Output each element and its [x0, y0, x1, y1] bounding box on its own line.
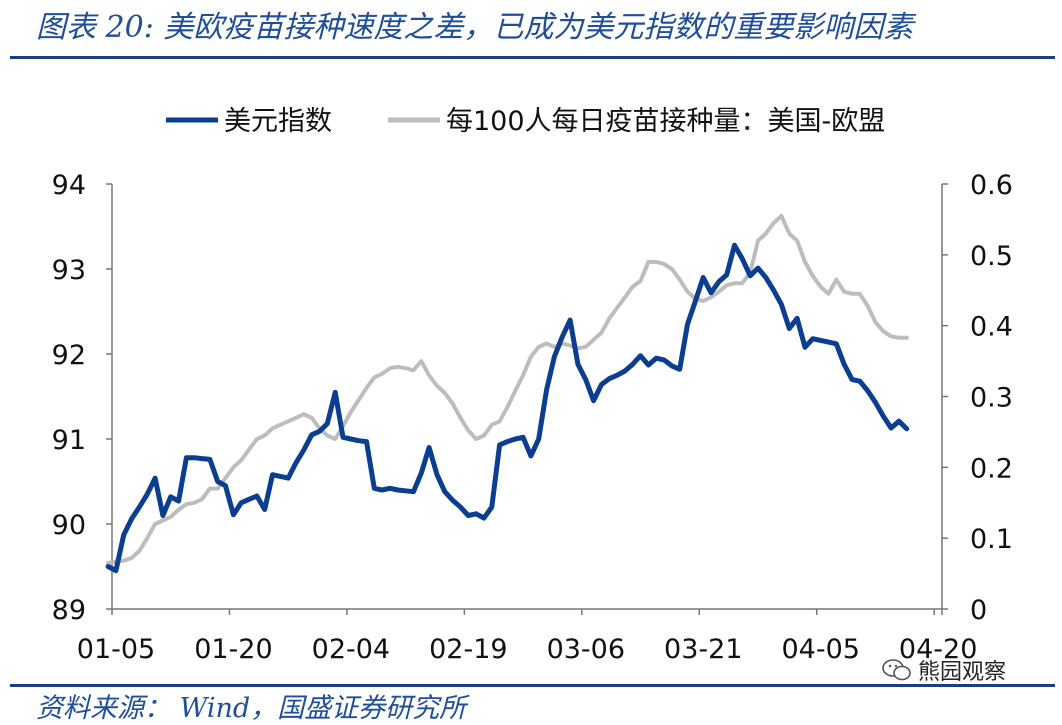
watermark-text: 熊园观察	[918, 660, 1007, 685]
legend-label-vax: 每100人每日疫苗接种量：美国-欧盟	[446, 106, 885, 137]
legend-label-usd: 美元指数	[224, 106, 332, 137]
y-right-tick-label: 0.5	[970, 241, 1013, 272]
y-right-tick-label: 0.1	[970, 524, 1013, 555]
top-rule	[10, 56, 1055, 59]
y-right-tick-label: 0.6	[970, 170, 1013, 201]
y-right-tick-label: 0.4	[970, 312, 1013, 343]
x-tick-label: 04-05	[781, 634, 859, 665]
y-right-tick-label: 0.2	[970, 453, 1013, 484]
x-tick-label: 01-05	[77, 634, 155, 665]
x-tick-label: 03-06	[547, 634, 625, 665]
x-tick-label: 01-20	[194, 634, 272, 665]
legend: 美元指数 每100人每日疫苗接种量：美国-欧盟	[166, 106, 885, 137]
watermark: 熊园观察	[882, 654, 1006, 686]
series-lines	[105, 213, 910, 574]
bottom-rule	[10, 684, 1055, 687]
y-left-tick-label: 91	[52, 425, 86, 456]
y-left-tick-label: 93	[52, 255, 86, 286]
x-tick-label: 03-21	[664, 634, 742, 665]
y-right-tick-label: 0.3	[970, 383, 1013, 414]
x-tick-label: 04-20	[899, 634, 977, 665]
source-note: 资料来源： Wind，国盛证券研究所	[36, 693, 467, 724]
series-line-vaccination-gap	[106, 213, 909, 565]
x-tick-label: 02-19	[429, 634, 507, 665]
figure-title: 图表 20: 美欧疫苗接种速度之差，已成为美元指数的重要影响因素	[36, 10, 914, 45]
chart: 美元指数 每100人每日疫苗接种量：美国-欧盟 94 93 92 91 90 89 0.6 0…	[52, 106, 1013, 665]
x-tick-label: 02-04	[312, 634, 390, 665]
y-left-tick-label: 89	[52, 595, 86, 626]
y-left-tick-label: 92	[52, 340, 86, 371]
y-right-tick-label: 0	[970, 595, 987, 626]
y-left-tick-label: 90	[52, 510, 86, 541]
series-line-usd-index	[105, 242, 910, 574]
wechat-icon	[882, 659, 911, 681]
axes: 94 93 92 91 90 89 0.6 0.5 0.4 0.3 0.2 0.1 0 01-05 01-2…	[52, 170, 1013, 665]
y-left-tick-label: 94	[52, 170, 86, 201]
